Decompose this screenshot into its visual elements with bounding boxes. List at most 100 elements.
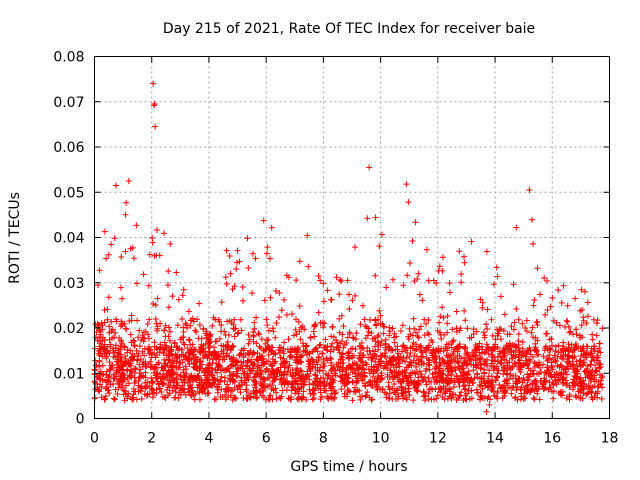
data-point bbox=[513, 305, 520, 312]
data-point bbox=[310, 328, 317, 335]
data-point bbox=[509, 363, 516, 370]
data-point bbox=[597, 364, 604, 371]
data-point bbox=[234, 330, 241, 337]
data-point bbox=[536, 396, 543, 403]
data-point bbox=[222, 396, 229, 403]
data-point bbox=[226, 372, 233, 379]
data-point bbox=[219, 366, 226, 373]
data-point bbox=[312, 321, 319, 328]
data-point bbox=[300, 378, 307, 385]
y-tick-label: 0 bbox=[76, 412, 85, 428]
data-point bbox=[529, 216, 536, 223]
data-point bbox=[240, 370, 247, 377]
data-point bbox=[215, 364, 222, 371]
data-point bbox=[372, 214, 379, 221]
data-point bbox=[473, 328, 480, 335]
data-point bbox=[271, 374, 278, 381]
data-point bbox=[227, 376, 234, 383]
data-point bbox=[223, 247, 230, 254]
data-point bbox=[136, 343, 143, 350]
data-point bbox=[582, 374, 589, 381]
data-point bbox=[209, 322, 216, 329]
data-point bbox=[269, 325, 276, 332]
data-point bbox=[97, 350, 104, 357]
data-point bbox=[208, 371, 215, 378]
data-point bbox=[476, 356, 483, 363]
data-point bbox=[403, 394, 410, 401]
data-point bbox=[266, 255, 273, 262]
data-point bbox=[125, 380, 132, 387]
data-point bbox=[317, 277, 324, 284]
data-point bbox=[294, 365, 301, 372]
data-point bbox=[180, 369, 187, 376]
data-point bbox=[557, 371, 564, 378]
data-point bbox=[150, 369, 157, 376]
data-point bbox=[209, 359, 216, 366]
data-point bbox=[441, 396, 448, 403]
data-point bbox=[328, 343, 335, 350]
data-point bbox=[504, 365, 511, 372]
data-point bbox=[333, 274, 340, 281]
data-point bbox=[153, 371, 160, 378]
data-point bbox=[386, 354, 393, 361]
data-point bbox=[488, 360, 495, 367]
data-point bbox=[264, 244, 271, 251]
data-point bbox=[98, 383, 105, 390]
data-point bbox=[548, 374, 555, 381]
data-point bbox=[449, 391, 456, 398]
data-point bbox=[296, 258, 303, 265]
data-point bbox=[236, 382, 243, 389]
data-point bbox=[578, 286, 585, 293]
data-point bbox=[268, 347, 275, 354]
data-point bbox=[255, 357, 262, 364]
data-point bbox=[467, 376, 474, 383]
data-point bbox=[527, 381, 534, 388]
y-tick-label: 0.02 bbox=[53, 321, 84, 337]
data-point bbox=[357, 321, 364, 328]
data-point bbox=[357, 396, 364, 403]
data-point bbox=[230, 371, 237, 378]
data-point bbox=[483, 346, 490, 353]
data-point bbox=[589, 336, 596, 343]
data-point bbox=[496, 348, 503, 355]
data-point bbox=[511, 319, 518, 326]
data-point bbox=[449, 326, 456, 333]
data-point bbox=[209, 356, 216, 363]
data-point bbox=[315, 309, 322, 316]
data-point bbox=[231, 316, 238, 323]
data-point bbox=[352, 384, 359, 391]
data-point bbox=[412, 370, 419, 377]
x-tick-label: 10 bbox=[372, 431, 390, 447]
data-point bbox=[181, 341, 188, 348]
data-point bbox=[146, 251, 153, 258]
data-point bbox=[399, 357, 406, 364]
data-point bbox=[533, 386, 540, 393]
data-point bbox=[573, 376, 580, 383]
data-point bbox=[349, 297, 356, 304]
data-point bbox=[399, 322, 406, 329]
data-point bbox=[380, 330, 387, 337]
data-point bbox=[161, 230, 168, 237]
data-point bbox=[231, 378, 238, 385]
data-point bbox=[555, 286, 562, 293]
data-point bbox=[251, 325, 258, 332]
data-point bbox=[539, 383, 546, 390]
y-tick-label: 0.03 bbox=[53, 276, 84, 292]
data-point bbox=[238, 361, 245, 368]
data-point bbox=[142, 374, 149, 381]
data-point bbox=[400, 375, 407, 382]
data-point bbox=[194, 358, 201, 365]
data-point bbox=[328, 333, 335, 340]
data-point bbox=[403, 364, 410, 371]
data-point bbox=[523, 317, 530, 324]
y-tick-label: 0.06 bbox=[53, 140, 84, 156]
data-point bbox=[230, 363, 237, 370]
data-point bbox=[368, 357, 375, 364]
data-point bbox=[218, 299, 225, 306]
data-point bbox=[328, 387, 335, 394]
data-point bbox=[477, 296, 484, 303]
data-point bbox=[446, 289, 453, 296]
data-point bbox=[566, 329, 573, 336]
data-point bbox=[198, 343, 205, 350]
data-point bbox=[273, 395, 280, 402]
